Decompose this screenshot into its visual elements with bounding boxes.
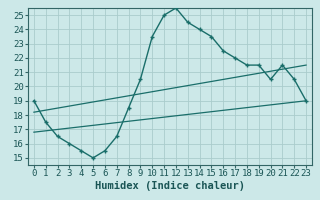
X-axis label: Humidex (Indice chaleur): Humidex (Indice chaleur) (95, 181, 245, 191)
